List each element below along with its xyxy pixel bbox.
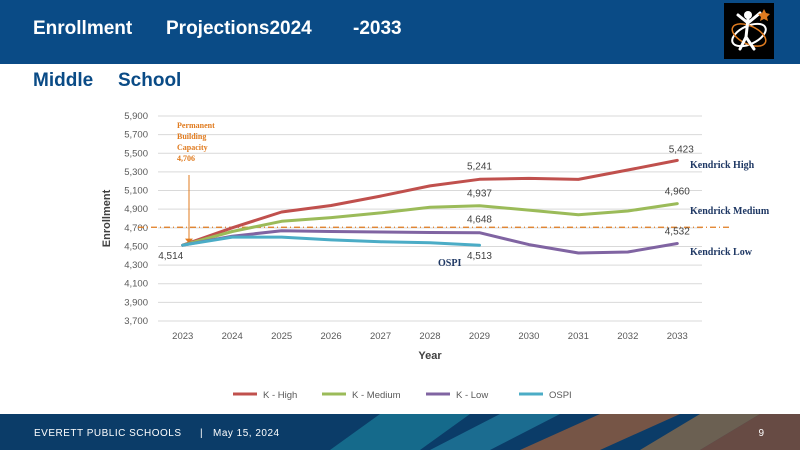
legend-label-k-low: K - Low — [456, 390, 488, 401]
series-line-k-high — [181, 158, 679, 247]
y-tick-label: 3,700 — [124, 316, 148, 327]
x-tick-label: 2032 — [617, 331, 638, 342]
data-label: 4,514 — [158, 251, 183, 262]
page-number: 9 — [758, 428, 764, 439]
x-tick-label: 2026 — [321, 331, 342, 342]
footer-date: May 15, 2024 — [213, 428, 280, 439]
y-tick-label: 5,100 — [124, 186, 148, 197]
x-tick-label: 2028 — [419, 331, 440, 342]
x-tick-label: 2030 — [518, 331, 539, 342]
y-tick-label: 4,300 — [124, 260, 148, 271]
series-end-label: Kendrick High — [690, 160, 755, 171]
x-axis-title: Year — [418, 350, 442, 362]
x-tick-label: 2023 — [172, 331, 193, 342]
capacity-label: 4,706 — [177, 154, 195, 163]
data-label: 4,960 — [665, 187, 690, 198]
x-tick-label: 2029 — [469, 331, 490, 342]
x-tick-label: 2031 — [568, 331, 589, 342]
series-end-label: Kendrick Low — [690, 247, 753, 258]
series-line-k-medium — [181, 202, 679, 247]
capacity-arrowhead — [185, 238, 193, 244]
footer-org: EVERETT PUBLIC SCHOOLS — [34, 428, 182, 439]
slide-subtitle-word-2: School — [118, 70, 182, 91]
slide-title-word-2: Projections2024 — [166, 18, 312, 39]
enrollment-line-chart: 3,700 3,900 4,100 4,300 4,500 4,700 4,900 5,100… — [101, 111, 770, 401]
data-label: 4,648 — [467, 215, 492, 226]
data-label: 4,937 — [467, 189, 492, 200]
x-tick-label: 2027 — [370, 331, 391, 342]
x-tick-label: 2024 — [222, 331, 243, 342]
y-tick-label: 4,700 — [124, 223, 148, 234]
x-tick-label: 2025 — [271, 331, 292, 342]
y-tick-label: 3,900 — [124, 297, 148, 308]
y-tick-label: 4,500 — [124, 241, 148, 252]
data-label: 5,423 — [669, 144, 694, 155]
footer-separator: | — [200, 428, 204, 439]
footer-decoration — [330, 414, 800, 450]
slide-subtitle-word-1: Middle — [33, 70, 94, 91]
slide-header: Enrollment Projections2024 -2033 — [0, 0, 800, 64]
series-line-ospi — [181, 235, 481, 247]
district-logo-icon — [724, 3, 774, 59]
x-tick-label: 2033 — [667, 331, 688, 342]
slide-title-word-3: -2033 — [353, 18, 402, 39]
capacity-label: Permanent — [177, 121, 215, 130]
slide-title-word-1: Enrollment — [33, 18, 133, 39]
y-tick-label: 5,300 — [124, 167, 148, 178]
y-tick-label: 5,500 — [124, 148, 148, 159]
series-end-label: OSPI — [438, 258, 461, 269]
legend-label-k-medium: K - Medium — [352, 390, 401, 401]
series-end-label: Kendrick Medium — [690, 206, 770, 217]
series-line-k-low — [181, 229, 679, 255]
legend-label-ospi: OSPI — [549, 390, 572, 401]
capacity-label: Building — [177, 132, 206, 141]
y-tick-label: 5,900 — [124, 111, 148, 122]
data-label: 4,532 — [665, 226, 690, 237]
y-tick-label: 4,900 — [124, 204, 148, 215]
data-label: 4,513 — [467, 251, 492, 262]
y-tick-label: 4,100 — [124, 279, 148, 290]
legend-label-k-high: K - High — [263, 390, 297, 401]
y-tick-label: 5,700 — [124, 130, 148, 141]
data-label: 5,241 — [467, 161, 492, 172]
slide-footer: EVERETT PUBLIC SCHOOLS | May 15, 2024 9 — [0, 414, 800, 450]
capacity-label: Capacity — [177, 143, 208, 152]
y-axis-title: Enrollment — [101, 189, 113, 247]
